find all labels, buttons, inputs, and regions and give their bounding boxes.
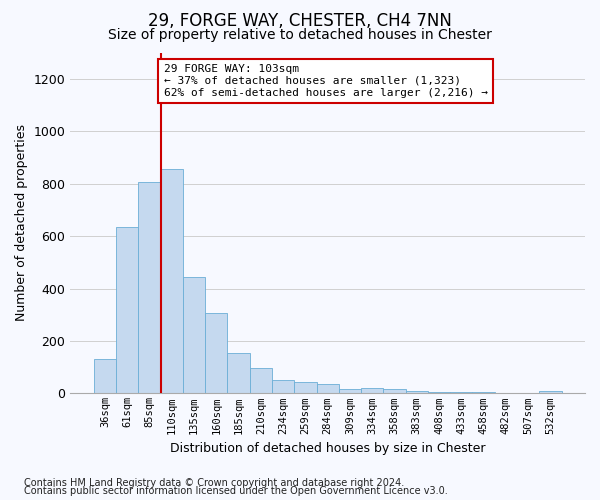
Bar xyxy=(272,380,294,394)
Bar xyxy=(116,227,138,394)
Bar xyxy=(183,276,205,394)
Bar xyxy=(339,390,361,394)
Bar xyxy=(383,390,406,394)
Bar xyxy=(294,382,317,394)
Bar xyxy=(205,314,227,394)
Text: 29 FORGE WAY: 103sqm
← 37% of detached houses are smaller (1,323)
62% of semi-de: 29 FORGE WAY: 103sqm ← 37% of detached h… xyxy=(164,64,488,98)
Bar xyxy=(161,169,183,394)
Bar xyxy=(428,392,450,394)
Text: 29, FORGE WAY, CHESTER, CH4 7NN: 29, FORGE WAY, CHESTER, CH4 7NN xyxy=(148,12,452,30)
Bar xyxy=(317,384,339,394)
Bar xyxy=(450,392,472,394)
Bar xyxy=(472,392,495,394)
X-axis label: Distribution of detached houses by size in Chester: Distribution of detached houses by size … xyxy=(170,442,485,455)
Text: Contains HM Land Registry data © Crown copyright and database right 2024.: Contains HM Land Registry data © Crown c… xyxy=(24,478,404,488)
Text: Size of property relative to detached houses in Chester: Size of property relative to detached ho… xyxy=(108,28,492,42)
Bar xyxy=(138,182,161,394)
Bar xyxy=(361,388,383,394)
Bar xyxy=(406,391,428,394)
Bar xyxy=(495,392,517,394)
Bar xyxy=(539,391,562,394)
Bar xyxy=(227,352,250,394)
Y-axis label: Number of detached properties: Number of detached properties xyxy=(15,124,28,322)
Bar xyxy=(250,368,272,394)
Bar xyxy=(94,360,116,394)
Text: Contains public sector information licensed under the Open Government Licence v3: Contains public sector information licen… xyxy=(24,486,448,496)
Bar xyxy=(517,392,539,394)
